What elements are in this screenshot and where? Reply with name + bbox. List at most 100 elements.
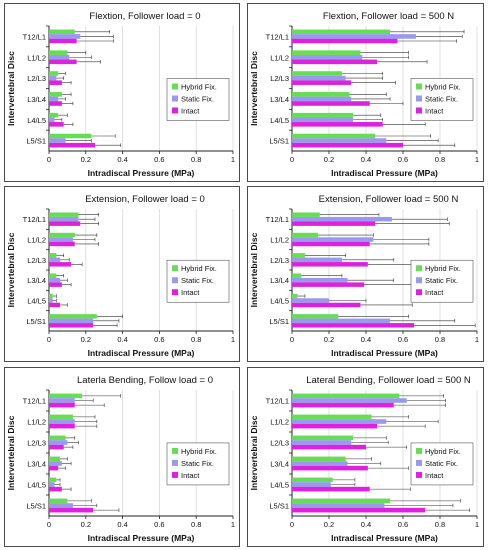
chart-panel-flexion-no-load: Flextion, Follower load = 0 0 0.2 0.4 0.6 0.8… <box>4 3 240 182</box>
category-label: L4/L5 <box>27 116 46 125</box>
bar <box>292 456 346 462</box>
bar <box>49 398 75 403</box>
x-tick-label: 0 <box>47 335 51 344</box>
legend-label: Hybrid Fix. <box>181 447 217 456</box>
legend-label: Static Fix. <box>425 459 458 468</box>
bar <box>49 257 61 263</box>
bar <box>292 50 361 55</box>
bar <box>49 318 94 324</box>
legend-label: Intact <box>425 288 444 297</box>
bar <box>49 461 62 466</box>
bar <box>49 414 73 420</box>
legend-swatch <box>416 447 422 454</box>
x-tick-label: 0.2 <box>81 520 91 529</box>
bar <box>49 212 79 217</box>
y-axis-label: Intervertebral Disc <box>249 51 259 126</box>
bar <box>292 71 342 76</box>
legend-label: Static Fix. <box>425 276 458 285</box>
category-label: L3/L4 <box>270 276 289 285</box>
x-tick-label: 0 <box>290 335 294 344</box>
bar <box>292 503 385 508</box>
category-label: L2/L3 <box>27 256 46 265</box>
category-label: L1/L2 <box>27 418 46 427</box>
x-tick-label: 1 <box>231 520 235 529</box>
bar <box>292 257 342 263</box>
x-tick-label: 0.6 <box>154 520 164 529</box>
bar <box>49 54 70 60</box>
category-label: L1/L2 <box>270 53 289 62</box>
bar <box>292 402 394 408</box>
x-tick-label: 0.2 <box>81 155 91 164</box>
x-tick-label: 1 <box>231 155 235 164</box>
legend-swatch <box>172 83 178 90</box>
bar <box>49 101 62 106</box>
y-axis-label: Intervertebral Disc <box>6 51 16 126</box>
bar <box>49 38 77 44</box>
x-tick-label: 0.6 <box>154 155 164 164</box>
bar <box>292 38 398 44</box>
category-label: T12/L1 <box>23 397 46 406</box>
chart-panel-extension-500n: Extension, Follower load = 500 N 0 0.2 0.4 0… <box>247 186 484 362</box>
bar <box>292 117 354 123</box>
bar <box>49 282 62 287</box>
legend-swatch <box>416 459 422 466</box>
chart-title: Lateral Bending, Follower load = 500 N <box>306 375 471 386</box>
bar <box>292 277 348 283</box>
chart-svg: Lateral Bending, Follower load = 500 N 0 0… <box>249 375 479 543</box>
bar <box>49 419 75 424</box>
legend-label: Intact <box>181 107 200 116</box>
bar <box>49 503 73 508</box>
bar <box>292 507 426 513</box>
legend-label: Static Fix. <box>181 459 214 468</box>
x-axis-label: Intradiscal Pressure (MPa) <box>331 168 438 178</box>
legend-swatch <box>416 265 422 272</box>
legend-label: Static Fix. <box>181 95 214 104</box>
bar <box>292 293 298 299</box>
legend-swatch <box>172 95 178 102</box>
bar <box>49 96 59 102</box>
bar <box>49 402 75 408</box>
x-tick-label: 0.6 <box>154 335 164 344</box>
bar <box>49 59 77 65</box>
legend-label: Hybrid Fix. <box>425 447 461 456</box>
category-label: L3/L4 <box>27 276 46 285</box>
bar <box>49 482 55 487</box>
legend-label: Intact <box>425 471 444 480</box>
legend-swatch <box>172 277 178 284</box>
bar <box>292 435 354 441</box>
bar <box>49 122 64 127</box>
bar <box>292 273 302 278</box>
x-tick-label: 0.4 <box>361 520 371 529</box>
x-tick-label: 0 <box>290 155 294 164</box>
bar <box>292 282 365 287</box>
bar <box>292 133 376 139</box>
x-tick-label: 0.2 <box>324 335 334 344</box>
x-tick-label: 0.6 <box>398 155 408 164</box>
x-tick-label: 0.6 <box>398 335 408 344</box>
chart-title: Flextion, Follower load = 500 N <box>323 11 454 22</box>
bar <box>49 435 66 441</box>
category-label: L5/S1 <box>26 502 46 511</box>
bar <box>292 59 378 65</box>
category-label: T12/L1 <box>266 397 289 406</box>
bar <box>292 232 318 238</box>
chart-panel-lateral-bending-no-load: Laterla Bending, Follow load = 0 0 0.2 0.4 0… <box>4 367 240 547</box>
category-label: L5/S1 <box>269 502 289 511</box>
x-tick-label: 1 <box>475 155 479 164</box>
bar <box>292 461 348 466</box>
category-label: L5/S1 <box>269 137 289 146</box>
bar <box>292 253 305 258</box>
category-label: L5/S1 <box>26 317 46 326</box>
category-label: L1/L2 <box>27 236 46 245</box>
bar <box>49 507 94 513</box>
x-tick-label: 0.2 <box>81 335 91 344</box>
bar <box>49 456 61 462</box>
x-tick-label: 0.8 <box>435 335 445 344</box>
category-label: L3/L4 <box>27 95 46 104</box>
bar <box>292 393 400 399</box>
bar <box>292 96 352 102</box>
legend-swatch <box>416 83 422 90</box>
legend-label: Static Fix. <box>425 95 458 104</box>
legend-label: Hybrid Fix. <box>181 264 217 273</box>
bar <box>49 302 61 308</box>
